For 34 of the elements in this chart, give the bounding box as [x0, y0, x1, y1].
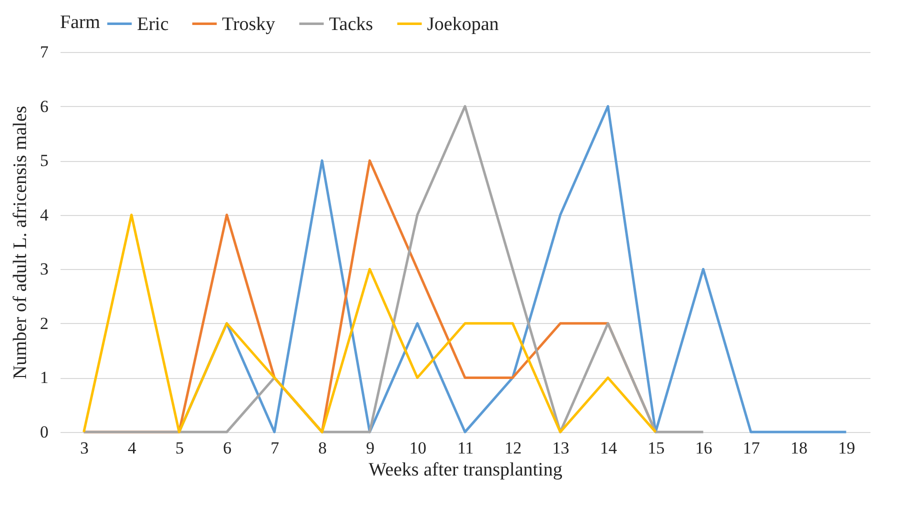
y-tick-label: 7: [40, 42, 49, 62]
x-tick-label: 5: [175, 438, 184, 458]
legend-label: Tacks: [329, 14, 374, 35]
y-tick-label: 1: [40, 368, 48, 388]
x-tick-label: 13: [552, 438, 570, 458]
y-tick-label: 2: [40, 314, 48, 333]
y-tick-label: 6: [40, 96, 48, 116]
y-tick-label: 0: [40, 422, 48, 442]
x-tick-label: 10: [409, 438, 426, 458]
y-axis-title: Number of adult L. africensis males: [10, 106, 31, 380]
x-tick-label: 6: [223, 438, 232, 458]
x-tick-label: 15: [648, 438, 665, 458]
y-tick-label: 3: [40, 260, 48, 279]
y-tick-label: 4: [40, 205, 49, 224]
legend-label: Joekopan: [427, 14, 500, 35]
x-tick-label: 3: [80, 438, 89, 458]
legend-title: Farm: [60, 12, 100, 33]
x-tick-label: 18: [790, 438, 808, 458]
legend-label: Trosky: [222, 14, 276, 35]
x-tick-label: 12: [504, 438, 522, 458]
x-tick-label: 11: [457, 438, 474, 458]
line-series: [82, 214, 657, 434]
line-series: [82, 105, 704, 434]
x-tick-label: 16: [695, 438, 712, 458]
x-tick-label: 17: [742, 438, 760, 458]
x-axis-title: Weeks after transplanting: [368, 460, 563, 480]
x-tick-label: 9: [366, 438, 374, 458]
x-tick-label: 8: [318, 438, 327, 458]
x-tick-label: 7: [270, 438, 280, 458]
x-tick-label: 4: [128, 438, 137, 458]
y-tick-label: 5: [40, 151, 48, 170]
legend-label: Eric: [137, 14, 169, 35]
x-tick-label: 14: [600, 438, 618, 458]
x-tick-label: 19: [838, 438, 856, 458]
